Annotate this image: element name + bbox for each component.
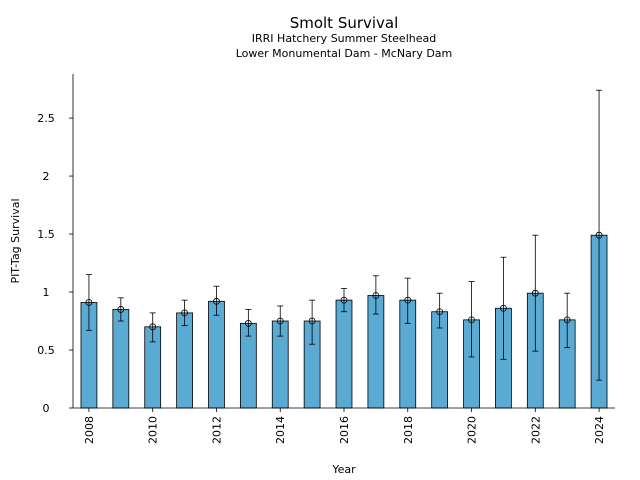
point-marker-2023 bbox=[563, 316, 571, 324]
y-tick-label-0: 0 bbox=[43, 402, 50, 415]
y-tick-label-2.5: 2.5 bbox=[37, 112, 55, 125]
point-marker-2015 bbox=[308, 317, 316, 325]
x-tick-label-2022: 2022 bbox=[529, 416, 542, 444]
chart-subtitle-line-2: Lower Monumental Dam - McNary Dam bbox=[236, 47, 453, 60]
x-tick-label-2018: 2018 bbox=[402, 416, 415, 444]
y-tick-label-0.5: 0.5 bbox=[37, 344, 55, 357]
bar-2009 bbox=[112, 309, 130, 409]
chart-subtitle-line-1: IRRI Hatchery Summer Steelhead bbox=[252, 32, 436, 45]
point-marker-2017 bbox=[372, 292, 380, 299]
point-marker-2010 bbox=[149, 323, 157, 331]
y-tick-label-1: 1 bbox=[43, 286, 50, 299]
point-marker-2013 bbox=[244, 319, 252, 327]
y-tick-label-1.5: 1.5 bbox=[37, 228, 55, 241]
point-marker-2012 bbox=[213, 297, 220, 305]
x-tick-label-2008: 2008 bbox=[83, 416, 96, 444]
x-tick-label-2016: 2016 bbox=[338, 416, 351, 444]
x-tick-label-2010: 2010 bbox=[147, 416, 160, 444]
chart-title: Smolt Survival bbox=[290, 14, 399, 32]
x-axis-label: Year bbox=[331, 463, 356, 476]
bar-2011 bbox=[176, 312, 193, 409]
point-marker-2024 bbox=[595, 231, 603, 239]
point-marker-2009 bbox=[117, 306, 125, 313]
point-marker-2021 bbox=[500, 304, 507, 312]
bar-2012 bbox=[208, 300, 225, 409]
point-marker-2014 bbox=[276, 317, 284, 325]
x-tick-label-2020: 2020 bbox=[466, 416, 479, 444]
plot-area: 0 0.5 1 1.5 2 2.5 2008 2010 2012 2014 2016 2018 2020… bbox=[37, 74, 615, 444]
point-marker-2011 bbox=[181, 309, 188, 317]
point-marker-2022 bbox=[531, 289, 539, 297]
x-tick-label-2012: 2012 bbox=[210, 416, 223, 444]
point-marker-2020 bbox=[468, 316, 475, 324]
bar-2016 bbox=[335, 299, 353, 409]
point-marker-2008 bbox=[85, 299, 93, 306]
point-marker-2018 bbox=[404, 296, 412, 304]
y-tick-label-2: 2 bbox=[43, 170, 50, 183]
x-tick-label-2024: 2024 bbox=[593, 416, 606, 444]
y-axis-label: PIT-Tag Survival bbox=[9, 198, 22, 283]
point-marker-2019 bbox=[436, 308, 444, 316]
point-marker-2016 bbox=[340, 296, 348, 304]
x-tick-label-2014: 2014 bbox=[274, 416, 287, 444]
